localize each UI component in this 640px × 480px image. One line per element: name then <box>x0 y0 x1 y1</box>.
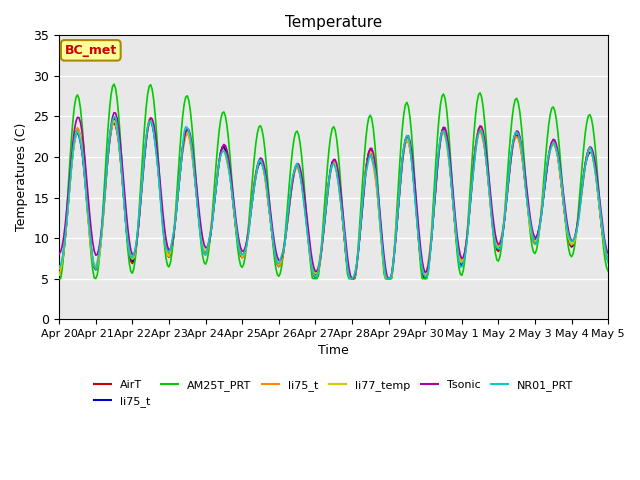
NR01_PRT <box>55 263 63 269</box>
li77_temp <box>389 261 397 266</box>
li75_t <box>401 141 409 146</box>
AirT <box>540 188 548 194</box>
li75_t <box>540 185 548 191</box>
X-axis label: Time: Time <box>318 345 349 358</box>
li75_t <box>70 139 78 145</box>
li75_t <box>347 276 355 281</box>
li75_t <box>389 259 397 265</box>
AirT <box>401 136 409 142</box>
li77_temp <box>70 140 78 146</box>
li75_t <box>159 219 166 225</box>
li77_temp <box>371 166 379 172</box>
li77_temp <box>604 257 612 263</box>
NR01_PRT <box>110 114 118 120</box>
li77_temp <box>347 276 355 281</box>
AM25T_PRT <box>55 276 63 281</box>
li75_t <box>389 260 397 266</box>
AirT <box>159 221 166 227</box>
li75_t <box>371 172 379 178</box>
li75_t <box>604 259 612 265</box>
AirT <box>110 115 118 121</box>
AM25T_PRT <box>604 268 612 274</box>
Tsonic <box>110 110 118 116</box>
NR01_PRT <box>371 166 379 172</box>
Line: AM25T_PRT: AM25T_PRT <box>59 84 608 278</box>
Tsonic <box>401 138 409 144</box>
NR01_PRT <box>540 187 548 193</box>
Tsonic <box>389 261 397 267</box>
li77_temp <box>55 273 63 278</box>
li77_temp <box>401 139 409 144</box>
AirT <box>55 272 63 278</box>
AirT <box>371 165 379 171</box>
Text: BC_met: BC_met <box>65 44 117 57</box>
Tsonic <box>540 190 548 195</box>
AM25T_PRT <box>110 81 118 87</box>
NR01_PRT <box>604 260 612 265</box>
AM25T_PRT <box>369 126 377 132</box>
Legend: AirT, li75_t, AM25T_PRT, li75_t, li77_temp, Tsonic, NR01_PRT: AirT, li75_t, AM25T_PRT, li75_t, li77_te… <box>90 376 578 411</box>
Line: li77_temp: li77_temp <box>59 121 608 278</box>
Tsonic <box>371 159 379 165</box>
AirT <box>70 137 78 143</box>
li75_t <box>70 137 78 143</box>
AM25T_PRT <box>388 276 396 281</box>
li75_t <box>55 270 63 276</box>
AirT <box>389 263 397 269</box>
Tsonic <box>604 251 612 256</box>
li75_t <box>604 256 612 262</box>
li75_t <box>401 140 409 146</box>
li77_temp <box>147 118 154 124</box>
Tsonic <box>55 251 63 257</box>
AirT <box>604 258 612 264</box>
li75_t <box>347 276 355 281</box>
li75_t <box>147 118 154 124</box>
Line: NR01_PRT: NR01_PRT <box>59 117 608 278</box>
li77_temp <box>159 220 166 226</box>
Y-axis label: Temperatures (C): Temperatures (C) <box>15 123 28 231</box>
Line: Tsonic: Tsonic <box>59 113 608 278</box>
NR01_PRT <box>70 137 78 143</box>
li77_temp <box>540 186 548 192</box>
Tsonic <box>348 276 356 281</box>
NR01_PRT <box>159 227 166 232</box>
li75_t <box>159 222 166 228</box>
li75_t <box>55 266 63 272</box>
Tsonic <box>159 210 166 216</box>
NR01_PRT <box>347 276 355 281</box>
Tsonic <box>70 127 78 133</box>
AM25T_PRT <box>70 104 78 109</box>
AM25T_PRT <box>400 111 408 117</box>
Line: AirT: AirT <box>59 118 608 278</box>
AM25T_PRT <box>159 224 166 229</box>
Title: Temperature: Temperature <box>285 15 382 30</box>
li75_t <box>371 166 379 171</box>
Line: li75_t: li75_t <box>59 118 608 278</box>
AirT <box>347 276 355 281</box>
NR01_PRT <box>389 261 397 267</box>
Line: li75_t: li75_t <box>59 121 608 278</box>
AM25T_PRT <box>539 192 547 197</box>
li75_t <box>147 115 154 120</box>
li75_t <box>540 188 548 194</box>
NR01_PRT <box>401 137 409 143</box>
